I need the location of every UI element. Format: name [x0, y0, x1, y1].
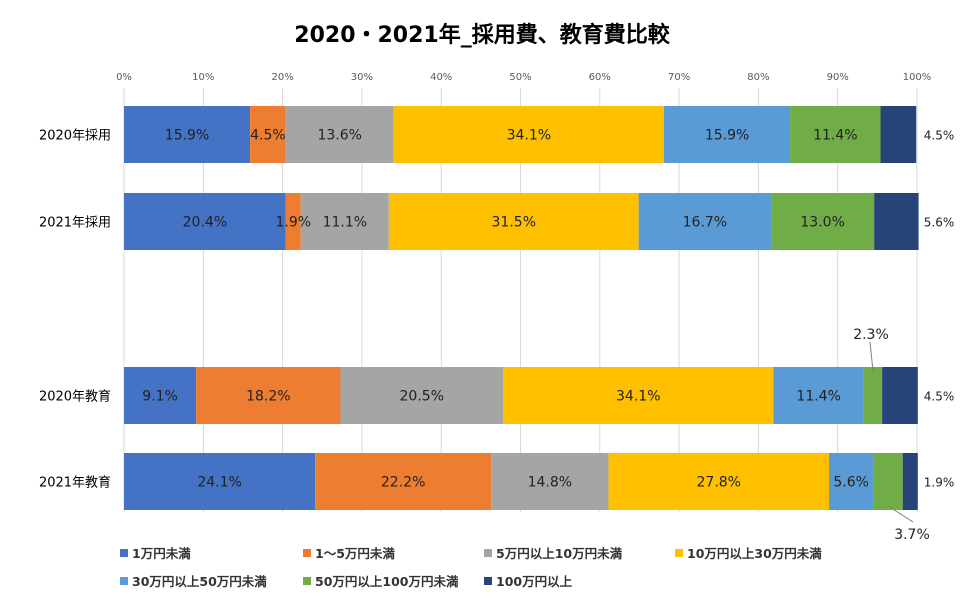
legend-label: 1～5万円未満: [315, 546, 395, 561]
bar-segment: [873, 453, 903, 510]
legend-swatch: [303, 549, 311, 557]
data-label: 13.6%: [317, 128, 361, 144]
data-label: 24.1%: [197, 475, 241, 491]
bar-segment: [315, 453, 492, 510]
legend-label: 1万円未満: [132, 546, 191, 561]
legend-label: 100万円以上: [496, 574, 573, 589]
legend-label: 5万円以上10万円未満: [496, 546, 623, 561]
category-label: 2020年教育: [39, 389, 111, 405]
x-axis-ticks: 0% 10% 20% 30% 40% 50% 60% 70% 80% 90% 100%: [116, 72, 931, 83]
bar-segment: [491, 453, 609, 510]
bar-segment: [863, 367, 883, 424]
data-label: 22.2%: [381, 475, 425, 491]
bar-segment: [388, 193, 639, 250]
bar-segment: [773, 367, 864, 424]
bar-segment: [124, 367, 197, 424]
callout-leader-line: [869, 341, 874, 372]
legend-swatch: [303, 577, 311, 585]
outside-data-label: 5.6%: [924, 216, 955, 230]
data-label: 11.1%: [323, 215, 367, 231]
legend-swatch: [120, 549, 128, 557]
legend-label: 30万円以上50万円未満: [132, 574, 267, 589]
x-tick-label: 100%: [903, 72, 932, 83]
data-label: 20.4%: [183, 215, 227, 231]
x-tick-label: 70%: [668, 72, 690, 83]
bar-segment: [608, 453, 829, 510]
data-label: 27.8%: [697, 475, 741, 491]
category-label: 2021年教育: [39, 475, 111, 491]
data-label: 31.5%: [492, 215, 536, 231]
x-tick-label: 20%: [271, 72, 293, 83]
callout-label: 2.3%: [853, 327, 889, 343]
chart-title: 2020・2021年_採用費、教育費比較: [294, 22, 670, 48]
data-label: 1.9%: [276, 215, 312, 231]
bar-segment: [874, 193, 919, 250]
bar-segment: [300, 193, 389, 250]
bar-segment: [124, 193, 286, 250]
data-label: 4.5%: [250, 128, 286, 144]
bar-segment: [902, 453, 918, 510]
outside-data-label: 4.5%: [924, 129, 955, 143]
category-labels: 2020年採用 2021年採用 2020年教育 2021年教育: [39, 129, 111, 491]
data-label: 20.5%: [400, 389, 444, 405]
bar-segment: [285, 193, 301, 250]
data-label: 18.2%: [246, 389, 290, 405]
x-tick-label: 40%: [430, 72, 452, 83]
bar-segment: [664, 106, 791, 163]
bar-segment: [882, 367, 918, 424]
bar-segment: [828, 453, 874, 510]
bar-segment: [340, 367, 504, 424]
legend-label: 50万円以上100万円未満: [315, 574, 459, 589]
legend-label: 10万円以上30万円未満: [687, 546, 822, 561]
data-label: 5.6%: [833, 475, 869, 491]
bars: [124, 106, 919, 510]
x-tick-label: 90%: [827, 72, 849, 83]
data-label: 9.1%: [142, 389, 178, 405]
legend-swatch: [484, 549, 492, 557]
data-label: 15.9%: [705, 128, 749, 144]
bar-segment: [196, 367, 341, 424]
data-label: 34.1%: [507, 128, 551, 144]
callout-leader-line: [887, 505, 914, 523]
data-label: 11.4%: [813, 128, 857, 144]
bar-segment: [638, 193, 772, 250]
legend-swatch: [120, 577, 128, 585]
outside-data-label: 1.9%: [924, 476, 955, 490]
data-label: 34.1%: [616, 389, 660, 405]
x-tick-label: 60%: [589, 72, 611, 83]
outside-data-label: 4.5%: [924, 390, 955, 404]
category-label: 2020年採用: [39, 129, 111, 144]
bar-segment: [393, 106, 665, 163]
x-tick-label: 80%: [747, 72, 769, 83]
data-labels: 15.9% 4.5% 13.6% 34.1% 15.9% 11.4% 20.4% 1.9% 11…: [142, 128, 954, 544]
bar-segment: [124, 453, 316, 510]
data-label: 11.4%: [796, 389, 840, 405]
x-tick-label: 10%: [192, 72, 214, 83]
x-tick-label: 0%: [116, 72, 132, 83]
legend: 1万円未満 1～5万円未満 5万円以上10万円未満 10万円以上30万円未満 30万円以…: [120, 546, 822, 589]
bar-segment: [285, 106, 394, 163]
legend-swatch: [675, 549, 683, 557]
legend-swatch: [484, 577, 492, 585]
x-tick-label: 50%: [509, 72, 531, 83]
data-label: 15.9%: [165, 128, 209, 144]
x-tick-label: 30%: [351, 72, 373, 83]
data-label: 13.0%: [800, 215, 844, 231]
category-label: 2021年採用: [39, 216, 111, 231]
bar-segment: [771, 193, 875, 250]
data-label: 14.8%: [528, 475, 572, 491]
data-label: 16.7%: [683, 215, 727, 231]
callout-label: 3.7%: [894, 527, 930, 543]
bar-segment: [790, 106, 881, 163]
bar-segment: [880, 106, 917, 163]
bar-segment: [503, 367, 774, 424]
bar-segment: [250, 106, 286, 163]
bar-segment: [124, 106, 251, 163]
